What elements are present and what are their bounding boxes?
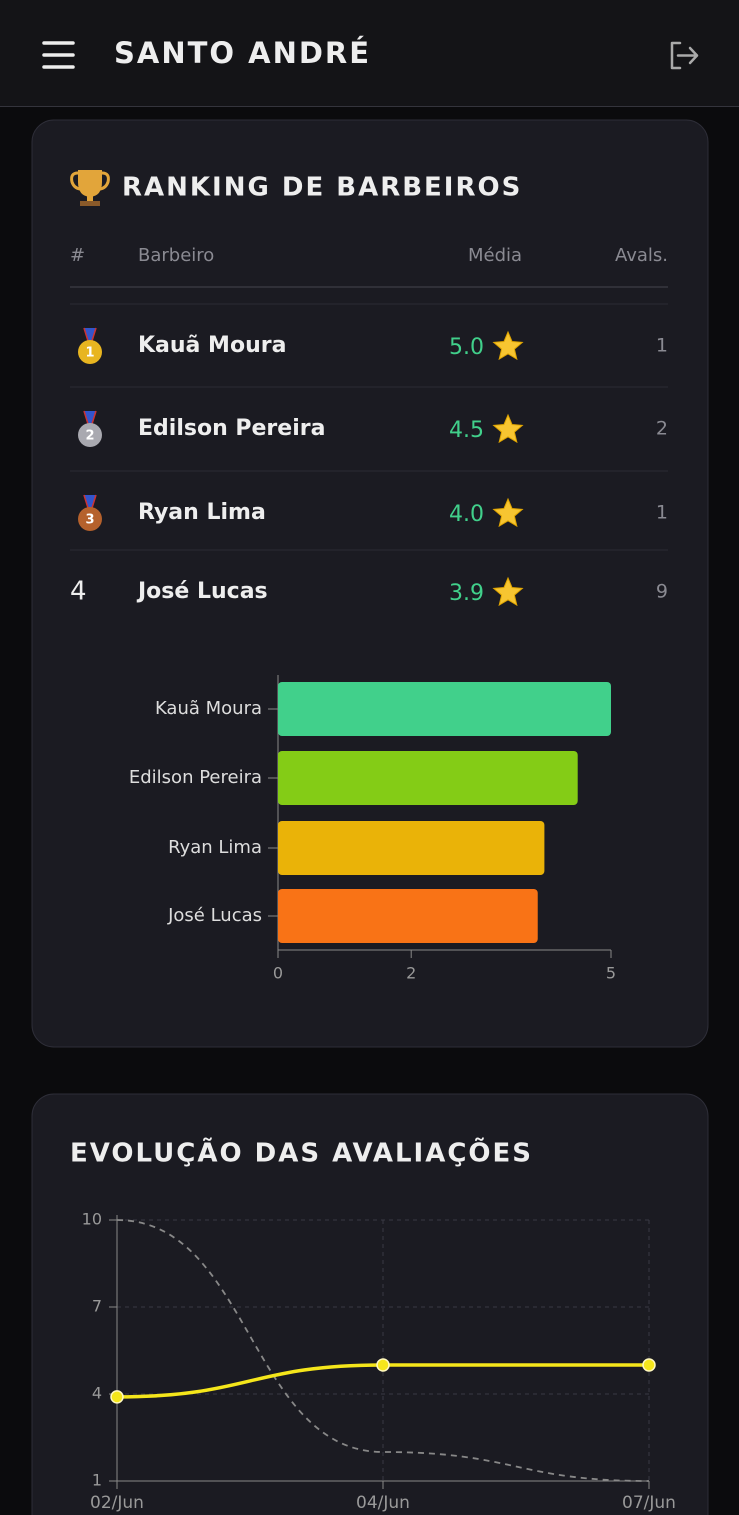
x-tick-label: 2 xyxy=(406,964,416,983)
y-tick-label: 10 xyxy=(82,1210,102,1229)
bar xyxy=(278,682,611,736)
y-tick-label: Edilson Pereira xyxy=(129,767,262,788)
average: 5.0 xyxy=(449,335,484,360)
x-tick-label: 02/Jun xyxy=(90,1493,144,1513)
column-header: # xyxy=(70,245,85,266)
average: 4.5 xyxy=(449,418,484,443)
app-bar xyxy=(0,0,739,106)
star-icon xyxy=(492,330,524,361)
trend-line xyxy=(116,1219,650,1482)
point xyxy=(376,1358,390,1372)
column-header: Barbeiro xyxy=(138,245,214,266)
x-tick-label: 0 xyxy=(273,964,283,983)
x-tick-label: 5 xyxy=(606,964,616,983)
y-tick-label: 1 xyxy=(92,1471,102,1490)
card-title: EVOLUÇÃO DAS AVALIAÇÕES xyxy=(70,1137,533,1169)
x-tick-label: 04/Jun xyxy=(356,1493,410,1513)
barber-name: José Lucas xyxy=(136,579,268,604)
evolution-card xyxy=(31,1093,709,1515)
barber-name: Kauã Moura xyxy=(138,333,286,358)
point xyxy=(642,1358,656,1372)
y-tick-label: Ryan Lima xyxy=(168,837,262,858)
column-header: Média xyxy=(468,245,522,266)
star-icon xyxy=(492,497,524,528)
bar xyxy=(278,889,538,943)
barber-name: Edilson Pereira xyxy=(138,416,325,441)
bar xyxy=(278,751,578,805)
rank: 3 xyxy=(85,513,94,528)
y-tick-label: Kauã Moura xyxy=(155,698,262,719)
rank: 2 xyxy=(85,429,94,444)
y-tick-label: José Lucas xyxy=(167,905,262,926)
y-tick-label: 4 xyxy=(92,1384,102,1403)
bar xyxy=(278,821,545,875)
barber-name: Ryan Lima xyxy=(138,500,266,525)
ranking-card xyxy=(31,119,709,1048)
card-title: RANKING DE BARBEIROS xyxy=(122,173,522,203)
y-tick-label: 7 xyxy=(92,1297,102,1316)
average: 4.0 xyxy=(449,502,484,527)
medal-icon xyxy=(78,340,102,364)
trophy-icon xyxy=(70,170,110,206)
x-tick-label: 07/Jun xyxy=(622,1493,676,1513)
review-count: 9 xyxy=(656,581,668,603)
medal-icon xyxy=(78,423,102,447)
medal-icon xyxy=(78,507,102,531)
rank: 4 xyxy=(70,577,87,607)
app-title: SANTO ANDRÉ xyxy=(114,36,371,70)
menu-button[interactable] xyxy=(42,41,75,69)
rank: 1 xyxy=(85,346,94,361)
column-header: Avals. xyxy=(615,245,668,266)
review-count: 2 xyxy=(656,418,668,440)
star-icon xyxy=(492,576,524,607)
star-icon xyxy=(492,413,524,444)
logout-button[interactable] xyxy=(670,41,699,70)
review-count: 1 xyxy=(656,335,668,357)
point xyxy=(110,1390,124,1404)
average: 3.9 xyxy=(449,581,484,606)
review-count: 1 xyxy=(656,502,668,524)
